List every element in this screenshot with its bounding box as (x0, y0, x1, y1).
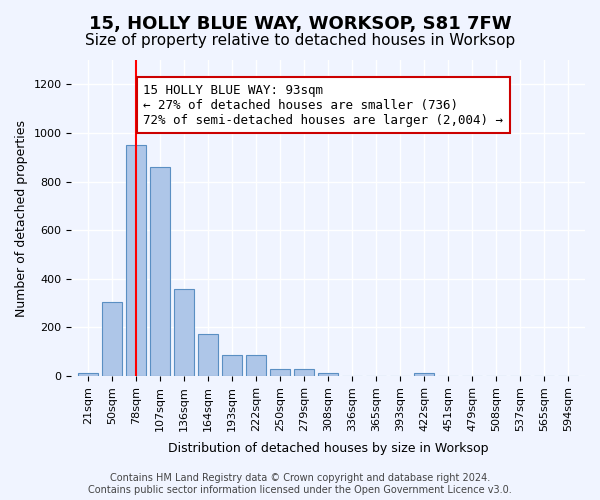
Bar (78, 373, 98, 376)
Text: 15 HOLLY BLUE WAY: 93sqm
← 27% of detached houses are smaller (736)
72% of semi-: 15 HOLLY BLUE WAY: 93sqm ← 27% of detach… (143, 84, 503, 126)
Bar (174, 289, 194, 376)
Text: 15, HOLLY BLUE WAY, WORKSOP, S81 7FW: 15, HOLLY BLUE WAY, WORKSOP, S81 7FW (89, 15, 511, 33)
Bar (246, 356, 266, 376)
Bar (126, 145, 146, 376)
Bar (318, 373, 338, 376)
Bar (150, 167, 170, 376)
Bar (222, 356, 242, 376)
Text: Size of property relative to detached houses in Worksop: Size of property relative to detached ho… (85, 32, 515, 48)
Bar (414, 373, 434, 376)
Y-axis label: Number of detached properties: Number of detached properties (15, 120, 28, 316)
X-axis label: Distribution of detached houses by size in Worksop: Distribution of detached houses by size … (168, 442, 488, 455)
Text: Contains HM Land Registry data © Crown copyright and database right 2024.
Contai: Contains HM Land Registry data © Crown c… (88, 474, 512, 495)
Bar (294, 369, 314, 376)
Bar (102, 302, 122, 376)
Bar (198, 334, 218, 376)
Bar (270, 369, 290, 376)
